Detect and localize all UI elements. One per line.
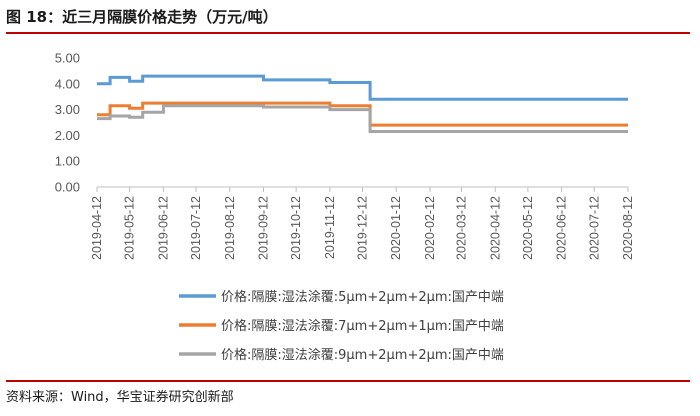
legend-label-1: 价格:隔膜:湿法涂覆:5μm+2μm+2μm:国产中端: [221, 289, 504, 305]
figure-title: 图 18：近三月隔膜价格走势（万元/吨）: [6, 8, 278, 26]
y-tick-label: 1.00: [55, 154, 80, 169]
y-tick-label: 5.00: [55, 51, 80, 66]
y-tick-label: 0.00: [55, 180, 80, 195]
x-tick-label: 2019-06-12: [156, 196, 170, 260]
series-line-1: [97, 74, 628, 101]
legend-label-3: 价格:隔膜:湿法涂覆:9μm+2μm+2μm:国产中端: [221, 347, 504, 363]
x-tick-label: 2019-11-12: [323, 196, 337, 259]
y-tick-label: 3.00: [55, 102, 80, 117]
series-layer: [97, 74, 628, 133]
x-tick-label: 2020-05-12: [521, 196, 535, 260]
footer-rule: [6, 380, 690, 382]
x-tick-label: 2019-05-12: [123, 196, 137, 260]
y-tick-label: 4.00: [55, 76, 80, 91]
x-tick-label: 2020-08-12: [621, 196, 635, 260]
x-tick-label: 2020-02-12: [423, 196, 437, 260]
x-tick-label: 2020-04-12: [488, 196, 502, 260]
y-axis: 5.00 4.00 3.00 2.00 1.00 0.00: [55, 51, 80, 195]
x-tick-label: 2019-08-12: [223, 196, 237, 260]
y-tick-label: 2.00: [55, 128, 80, 143]
x-tick-label: 2019-09-12: [256, 196, 270, 260]
x-tick-label: 2019-07-12: [189, 196, 203, 260]
x-tick-label: 2019-10-12: [289, 196, 303, 260]
x-tick-label: 2020-03-12: [455, 196, 469, 260]
x-tick-label: 2020-01-12: [389, 196, 403, 260]
x-tick-label: 2020-06-12: [555, 196, 569, 260]
x-tick-label: 2020-07-12: [587, 196, 601, 260]
series-line-3: [97, 104, 628, 133]
legend: 价格:隔膜:湿法涂覆:5μm+2μm+2μm:国产中端价格:隔膜:湿法涂覆:7μ…: [179, 289, 504, 363]
legend-label-2: 价格:隔膜:湿法涂覆:7μm+2μm+1μm:国产中端: [221, 318, 504, 334]
source-note: 资料来源：Wind，华宝证券研究创新部: [6, 390, 234, 405]
title-rule: [6, 32, 690, 34]
x-axis: 2019-04-12 2019-05-12 2019-06-12 2019-07-12…: [90, 186, 635, 260]
x-tick-label: 2019-04-12: [90, 196, 104, 260]
x-tick-label: 2019-12-12: [356, 196, 370, 260]
